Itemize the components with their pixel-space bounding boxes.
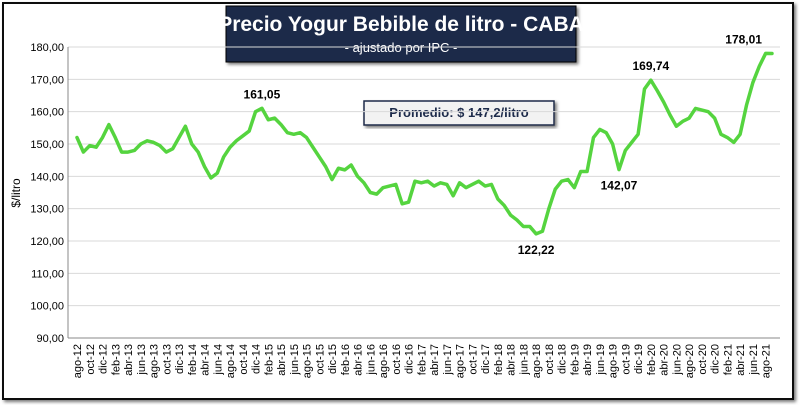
- title-box: [225, 5, 577, 63]
- x-tick-label: feb-15: [263, 344, 275, 375]
- data-label: 122,22: [518, 243, 555, 257]
- x-tick-label: ago-14: [225, 344, 237, 378]
- x-tick-label: jun-14: [212, 344, 224, 376]
- x-tick-label: oct-13: [161, 344, 173, 375]
- x-tick-label: oct-19: [620, 344, 632, 375]
- average-box: [363, 100, 555, 126]
- x-tick-label: jun-17: [442, 344, 454, 376]
- data-label: 178,01: [725, 32, 762, 46]
- x-tick-label: dic-20: [710, 344, 722, 374]
- x-tick-label: dic-19: [633, 344, 645, 374]
- x-tick-label: ago-12: [72, 344, 84, 378]
- y-tick-label: 140,00: [30, 171, 64, 183]
- x-tick-label: feb-17: [416, 344, 428, 375]
- x-tick-label: abr-18: [506, 344, 518, 376]
- x-tick-label: oct-14: [238, 344, 250, 375]
- x-tick-label: oct-12: [85, 344, 97, 375]
- x-tick-label: feb-20: [646, 344, 658, 375]
- x-tick-label: feb-13: [110, 344, 122, 375]
- average-annotation: Promedio: $ 147,2/litro: [389, 105, 528, 120]
- x-tick-label: feb-18: [493, 344, 505, 375]
- chart-title: Precio Yogur Bebible de litro - CABA: [218, 13, 584, 36]
- data-label: 169,74: [633, 59, 670, 73]
- x-tick-label: dic-15: [327, 344, 339, 374]
- x-tick-label: oct-18: [544, 344, 556, 375]
- y-tick-label: 120,00: [30, 236, 64, 248]
- y-axis-label: $/litro: [9, 178, 23, 208]
- y-tick-label: 170,00: [30, 74, 64, 86]
- y-tick-label: 130,00: [30, 204, 64, 216]
- y-tick-label: 100,00: [30, 301, 64, 313]
- y-tick-label: 90,00: [36, 333, 64, 345]
- x-tick-label: abr-13: [123, 344, 135, 376]
- x-tick-label: abr-19: [582, 344, 594, 376]
- y-tick-label: 150,00: [30, 139, 64, 151]
- x-tick-label: ago-17: [455, 344, 467, 378]
- x-tick-label: jun-21: [748, 344, 760, 376]
- x-tick-label: abr-14: [200, 344, 212, 376]
- x-tick-label: oct-17: [467, 344, 479, 375]
- x-tick-label: ago-13: [149, 344, 161, 378]
- x-tick-label: feb-21: [722, 344, 734, 375]
- x-tick-label: jun-18: [518, 344, 530, 376]
- x-tick-label: oct-15: [314, 344, 326, 375]
- data-label: 142,07: [601, 179, 638, 193]
- x-tick-label: feb-16: [340, 344, 352, 375]
- data-label: 161,05: [244, 87, 281, 101]
- x-tick-label: dic-12: [98, 344, 110, 374]
- x-tick-label: dic-17: [480, 344, 492, 374]
- x-tick-label: ago-21: [761, 344, 773, 378]
- x-tick-label: ago-19: [608, 344, 620, 378]
- x-tick-label: dic-16: [404, 344, 416, 374]
- data-line: [75, 51, 774, 236]
- x-tick-label: jun-20: [671, 344, 683, 376]
- x-tick-label: abr-16: [353, 344, 365, 376]
- frame: [2, 2, 794, 400]
- x-tick-label: abr-20: [659, 344, 671, 376]
- y-tick-label: 110,00: [31, 268, 64, 280]
- x-tick-label: oct-16: [391, 344, 403, 375]
- x-tick-label: jun-15: [289, 344, 301, 376]
- x-tick-label: feb-19: [569, 344, 581, 375]
- x-tick-label: dic-13: [174, 344, 186, 374]
- x-tick-label: jun-16: [365, 344, 377, 376]
- y-tick-label: 160,00: [30, 107, 64, 119]
- x-tick-label: ago-18: [531, 344, 543, 378]
- y-tick-label: 180,00: [30, 42, 64, 54]
- x-tick-label: abr-15: [276, 344, 288, 376]
- x-tick-label: ago-16: [378, 344, 390, 378]
- x-tick-label: dic-14: [251, 344, 263, 374]
- x-tick-label: ago-15: [302, 344, 314, 378]
- x-tick-label: feb-14: [187, 344, 199, 375]
- x-tick-label: ago-20: [684, 344, 696, 378]
- x-tick-label: oct-20: [697, 344, 709, 375]
- x-tick-label: jun-19: [595, 344, 607, 376]
- x-tick-label: abr-21: [735, 344, 747, 376]
- x-tick-label: abr-17: [429, 344, 441, 376]
- x-tick-label: jun-13: [136, 344, 148, 376]
- x-tick-label: dic-18: [557, 344, 569, 374]
